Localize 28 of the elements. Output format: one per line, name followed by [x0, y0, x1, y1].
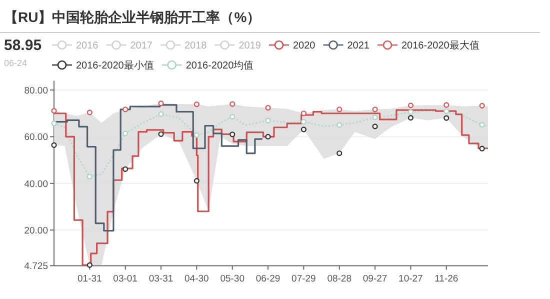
legend-label: 2021 [347, 40, 370, 52]
legend-label: 2019 [238, 40, 262, 52]
x-tick-label: 05-30 [220, 274, 245, 285]
x-tick-label: 01-31 [78, 274, 102, 285]
x-tick-label: 10-27 [398, 274, 423, 285]
x-tick-label: 09-27 [362, 274, 388, 285]
x-tick-label: 06-29 [256, 274, 280, 285]
x-tick-label: 11-26 [434, 274, 458, 285]
legend-label: 2018 [184, 40, 208, 52]
text: 06-24 [4, 58, 28, 68]
x-tick-label: 03-01 [113, 274, 138, 285]
y-tick-label: 40.00 [24, 178, 48, 190]
legend-label: 2016-2020最小值 [76, 60, 154, 72]
chart-title: 【RU】中国轮胎企业半钢胎开工率（%） [4, 9, 261, 25]
y-tick-label: 20.00 [24, 226, 48, 237]
legend-label: 2016-2020均值 [186, 60, 254, 72]
y-tick-label: 60.00 [24, 132, 48, 144]
x-tick-label: 03-31 [148, 274, 174, 285]
y-tick-label: 4.725 [24, 261, 48, 272]
legend-label: 2016 [76, 40, 99, 52]
y-tick-label: 80.00 [24, 86, 48, 97]
x-tick-label: 07-29 [292, 274, 316, 285]
legend-label: 2017 [130, 40, 153, 52]
legend-label: 2020 [293, 40, 316, 52]
x-tick-label: 08-28 [327, 274, 352, 285]
text: 58.95 [4, 37, 42, 54]
legend-label: 2016-2020最大值 [402, 40, 480, 52]
x-tick-label: 04-30 [184, 274, 209, 285]
